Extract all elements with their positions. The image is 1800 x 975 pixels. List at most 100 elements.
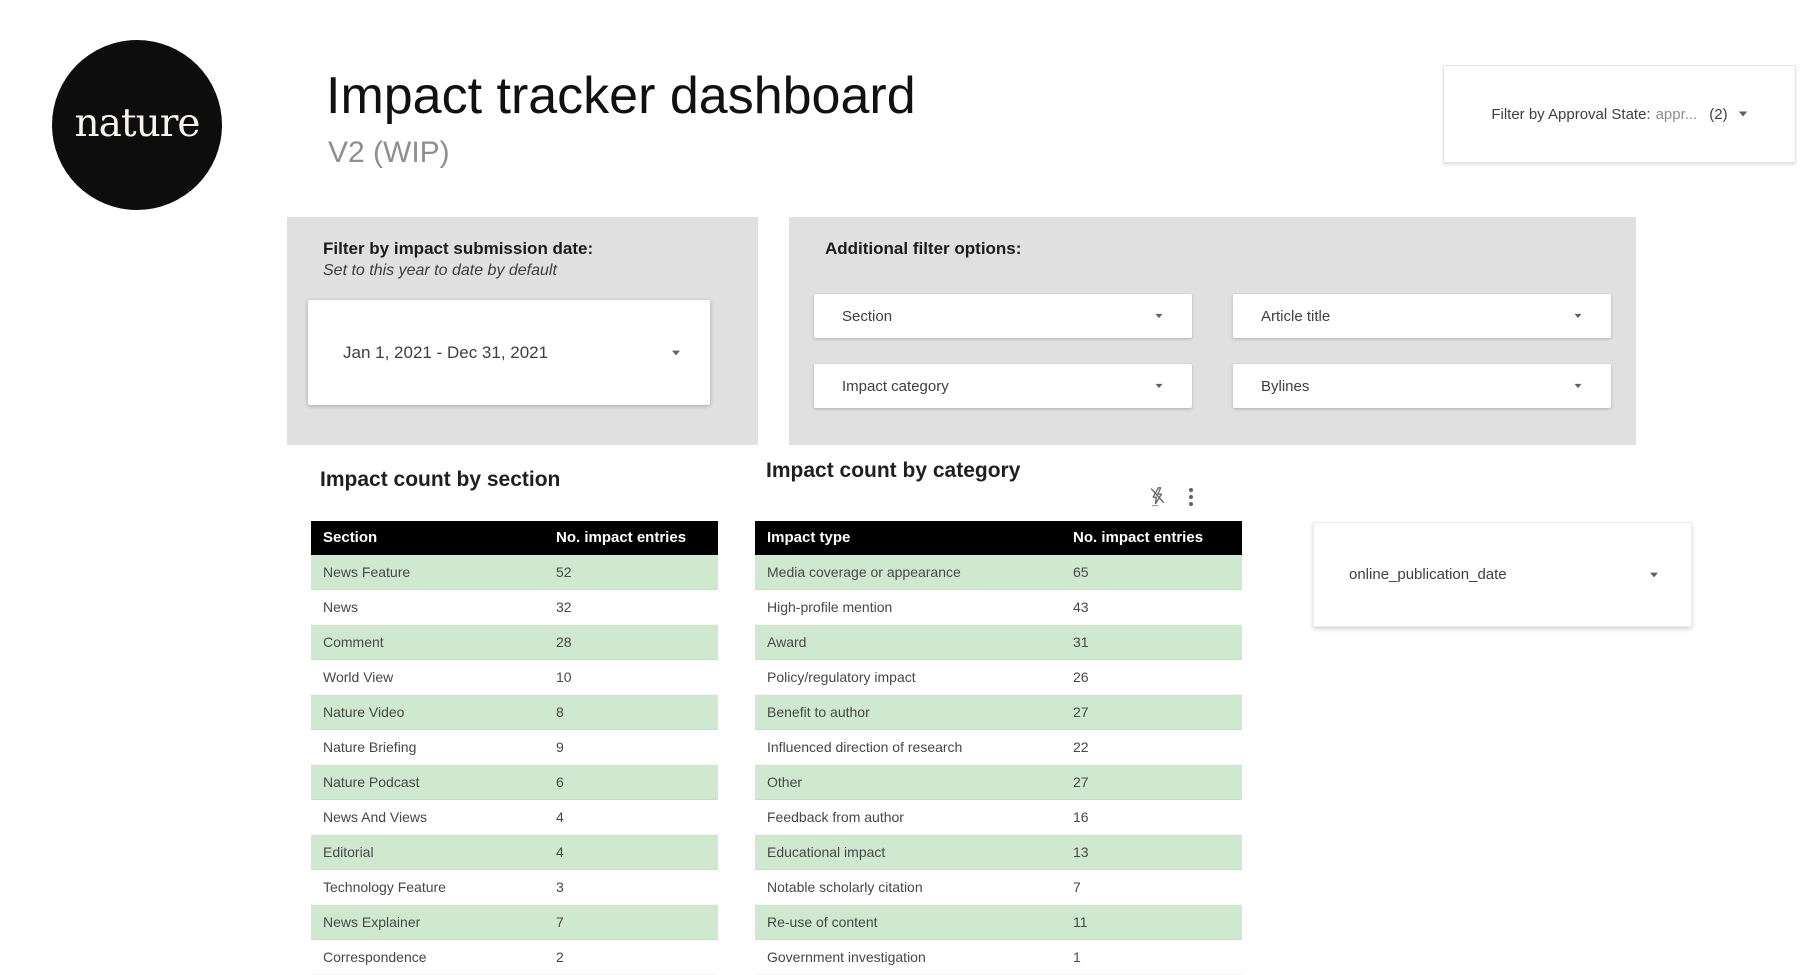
column-header: Impact type — [767, 529, 851, 546]
table-row: Technology Feature 3 — [311, 870, 718, 905]
column-header: No. impact entries — [1073, 529, 1204, 546]
table-row: Government investigation 1 — [755, 940, 1242, 975]
row-value: 11 — [1073, 914, 1088, 930]
date-filter-title: Filter by impact submission date: — [323, 239, 594, 258]
chevron-down-icon — [1650, 572, 1658, 577]
row-value: 9 — [556, 739, 564, 755]
row-label: Editorial — [323, 844, 374, 860]
dropdown-label: Impact category — [842, 377, 949, 395]
table-title-category: Impact count by category — [766, 459, 1021, 482]
table-row: News Explainer 7 — [311, 905, 718, 940]
chart-toolbar — [1148, 486, 1193, 507]
row-label: Educational impact — [767, 844, 886, 860]
date-filter-subtitle: Set to this year to date by default — [323, 262, 557, 279]
row-label: Policy/regulatory impact — [767, 669, 916, 685]
additional-filters-grid: Section Article title Impact category Bylin… — [814, 294, 1611, 408]
impact-by-section-table: Section No. impact entries News Feature 52 N… — [311, 521, 718, 975]
chevron-down-icon — [672, 350, 680, 355]
row-value: 65 — [1073, 564, 1089, 580]
row-label: Re-use of content — [767, 914, 878, 930]
table-row: World View 10 — [311, 660, 718, 695]
row-label: Nature Briefing — [323, 739, 417, 755]
row-label: Feedback from author — [767, 809, 904, 825]
kebab-menu-icon[interactable] — [1189, 486, 1193, 507]
table-row: Nature Video 8 — [311, 695, 718, 730]
table-row: Media coverage or appearance 65 — [755, 555, 1242, 590]
row-value: 16 — [1073, 809, 1089, 825]
table-row: Correspondence 2 — [311, 940, 718, 975]
approval-filter-count: (2) — [1709, 105, 1728, 123]
row-value: 6 — [556, 774, 564, 790]
row-label: Correspondence — [323, 949, 427, 965]
table-row: News And Views 4 — [311, 800, 718, 835]
row-value: 13 — [1073, 844, 1089, 860]
column-header: No. impact entries — [556, 529, 687, 546]
row-label: Media coverage or appearance — [767, 564, 961, 580]
row-label: Benefit to author — [767, 704, 870, 720]
filter-dropdown-section[interactable]: Section — [814, 294, 1192, 338]
dropdown-label: Section — [842, 307, 893, 325]
row-value: 43 — [1073, 599, 1089, 615]
row-value: 4 — [556, 809, 564, 825]
row-value: 52 — [556, 564, 572, 580]
row-label: News — [323, 599, 359, 615]
table-row: Policy/regulatory impact 26 — [755, 660, 1242, 695]
row-label: Other — [767, 774, 803, 790]
filter-dropdown-bylines[interactable]: Bylines — [1233, 364, 1611, 408]
flash-off-icon[interactable] — [1148, 486, 1167, 507]
table-row: Benefit to author 27 — [755, 695, 1242, 730]
table-row: Nature Briefing 9 — [311, 730, 718, 765]
table-row: Comment 28 — [311, 625, 718, 660]
nature-logo-text: nature — [74, 100, 201, 146]
row-value: 27 — [1073, 774, 1089, 790]
row-label: Nature Video — [323, 704, 405, 720]
row-label: Comment — [323, 634, 384, 650]
row-value: 28 — [556, 634, 572, 650]
table-header-row: Impact type No. impact entries — [755, 521, 1242, 555]
table-row: Educational impact 13 — [755, 835, 1242, 870]
date-range-value: Jan 1, 2021 - Dec 31, 2021 — [343, 342, 549, 362]
page-subtitle: V2 (WIP) — [328, 136, 450, 169]
table-row: High-profile mention 43 — [755, 590, 1242, 625]
row-label: Government investigation — [767, 949, 926, 965]
row-label: High-profile mention — [767, 599, 893, 615]
additional-filters-panel: Additional filter options: Section Articl… — [789, 217, 1636, 445]
online-publication-date-label: online_publication_date — [1349, 566, 1507, 583]
row-value: 7 — [556, 914, 564, 930]
row-value: 8 — [556, 704, 564, 720]
row-value: 22 — [1073, 739, 1089, 755]
impact-by-category-table: Impact type No. impact entries Media cover… — [755, 521, 1242, 975]
online-publication-date-filter[interactable]: online_publication_date — [1313, 522, 1692, 627]
row-value: 31 — [1073, 634, 1089, 650]
filter-dropdown-impact-category[interactable]: Impact category — [814, 364, 1192, 408]
nature-logo: nature — [52, 40, 222, 210]
table-row: Influenced direction of research 22 — [755, 730, 1242, 765]
table-row: Editorial 4 — [311, 835, 718, 870]
table-row: News 32 — [311, 590, 718, 625]
page-title: Impact tracker dashboard — [326, 67, 916, 125]
table-row: Notable scholarly citation 7 — [755, 870, 1242, 905]
table-row: Other 27 — [755, 765, 1242, 800]
approval-filter-value: appr... — [1655, 105, 1698, 123]
column-header: Section — [323, 529, 378, 546]
table-title-section: Impact count by section — [320, 468, 561, 491]
filter-dropdown-article-title[interactable]: Article title — [1233, 294, 1611, 338]
approval-state-filter[interactable]: Filter by Approval State: appr... (2) — [1443, 65, 1796, 163]
row-label: Technology Feature — [323, 879, 446, 895]
date-range-picker[interactable]: Jan 1, 2021 - Dec 31, 2021 — [308, 300, 710, 405]
row-label: News Explainer — [323, 914, 421, 930]
chevron-down-icon — [1155, 313, 1163, 319]
row-value: 4 — [556, 844, 564, 860]
row-value: 1 — [1073, 949, 1081, 965]
approval-filter-label: Filter by Approval State: — [1491, 105, 1651, 123]
table-row: Re-use of content 11 — [755, 905, 1242, 940]
chevron-down-icon — [1574, 383, 1582, 389]
row-label: News Feature — [323, 564, 411, 580]
chevron-down-icon — [1738, 111, 1747, 117]
table-header-row: Section No. impact entries — [311, 521, 718, 555]
row-label: Notable scholarly citation — [767, 879, 923, 895]
row-value: 7 — [1073, 879, 1081, 895]
row-label: Influenced direction of research — [767, 739, 963, 755]
table-row: Nature Podcast 6 — [311, 765, 718, 800]
dropdown-label: Article title — [1261, 307, 1331, 325]
